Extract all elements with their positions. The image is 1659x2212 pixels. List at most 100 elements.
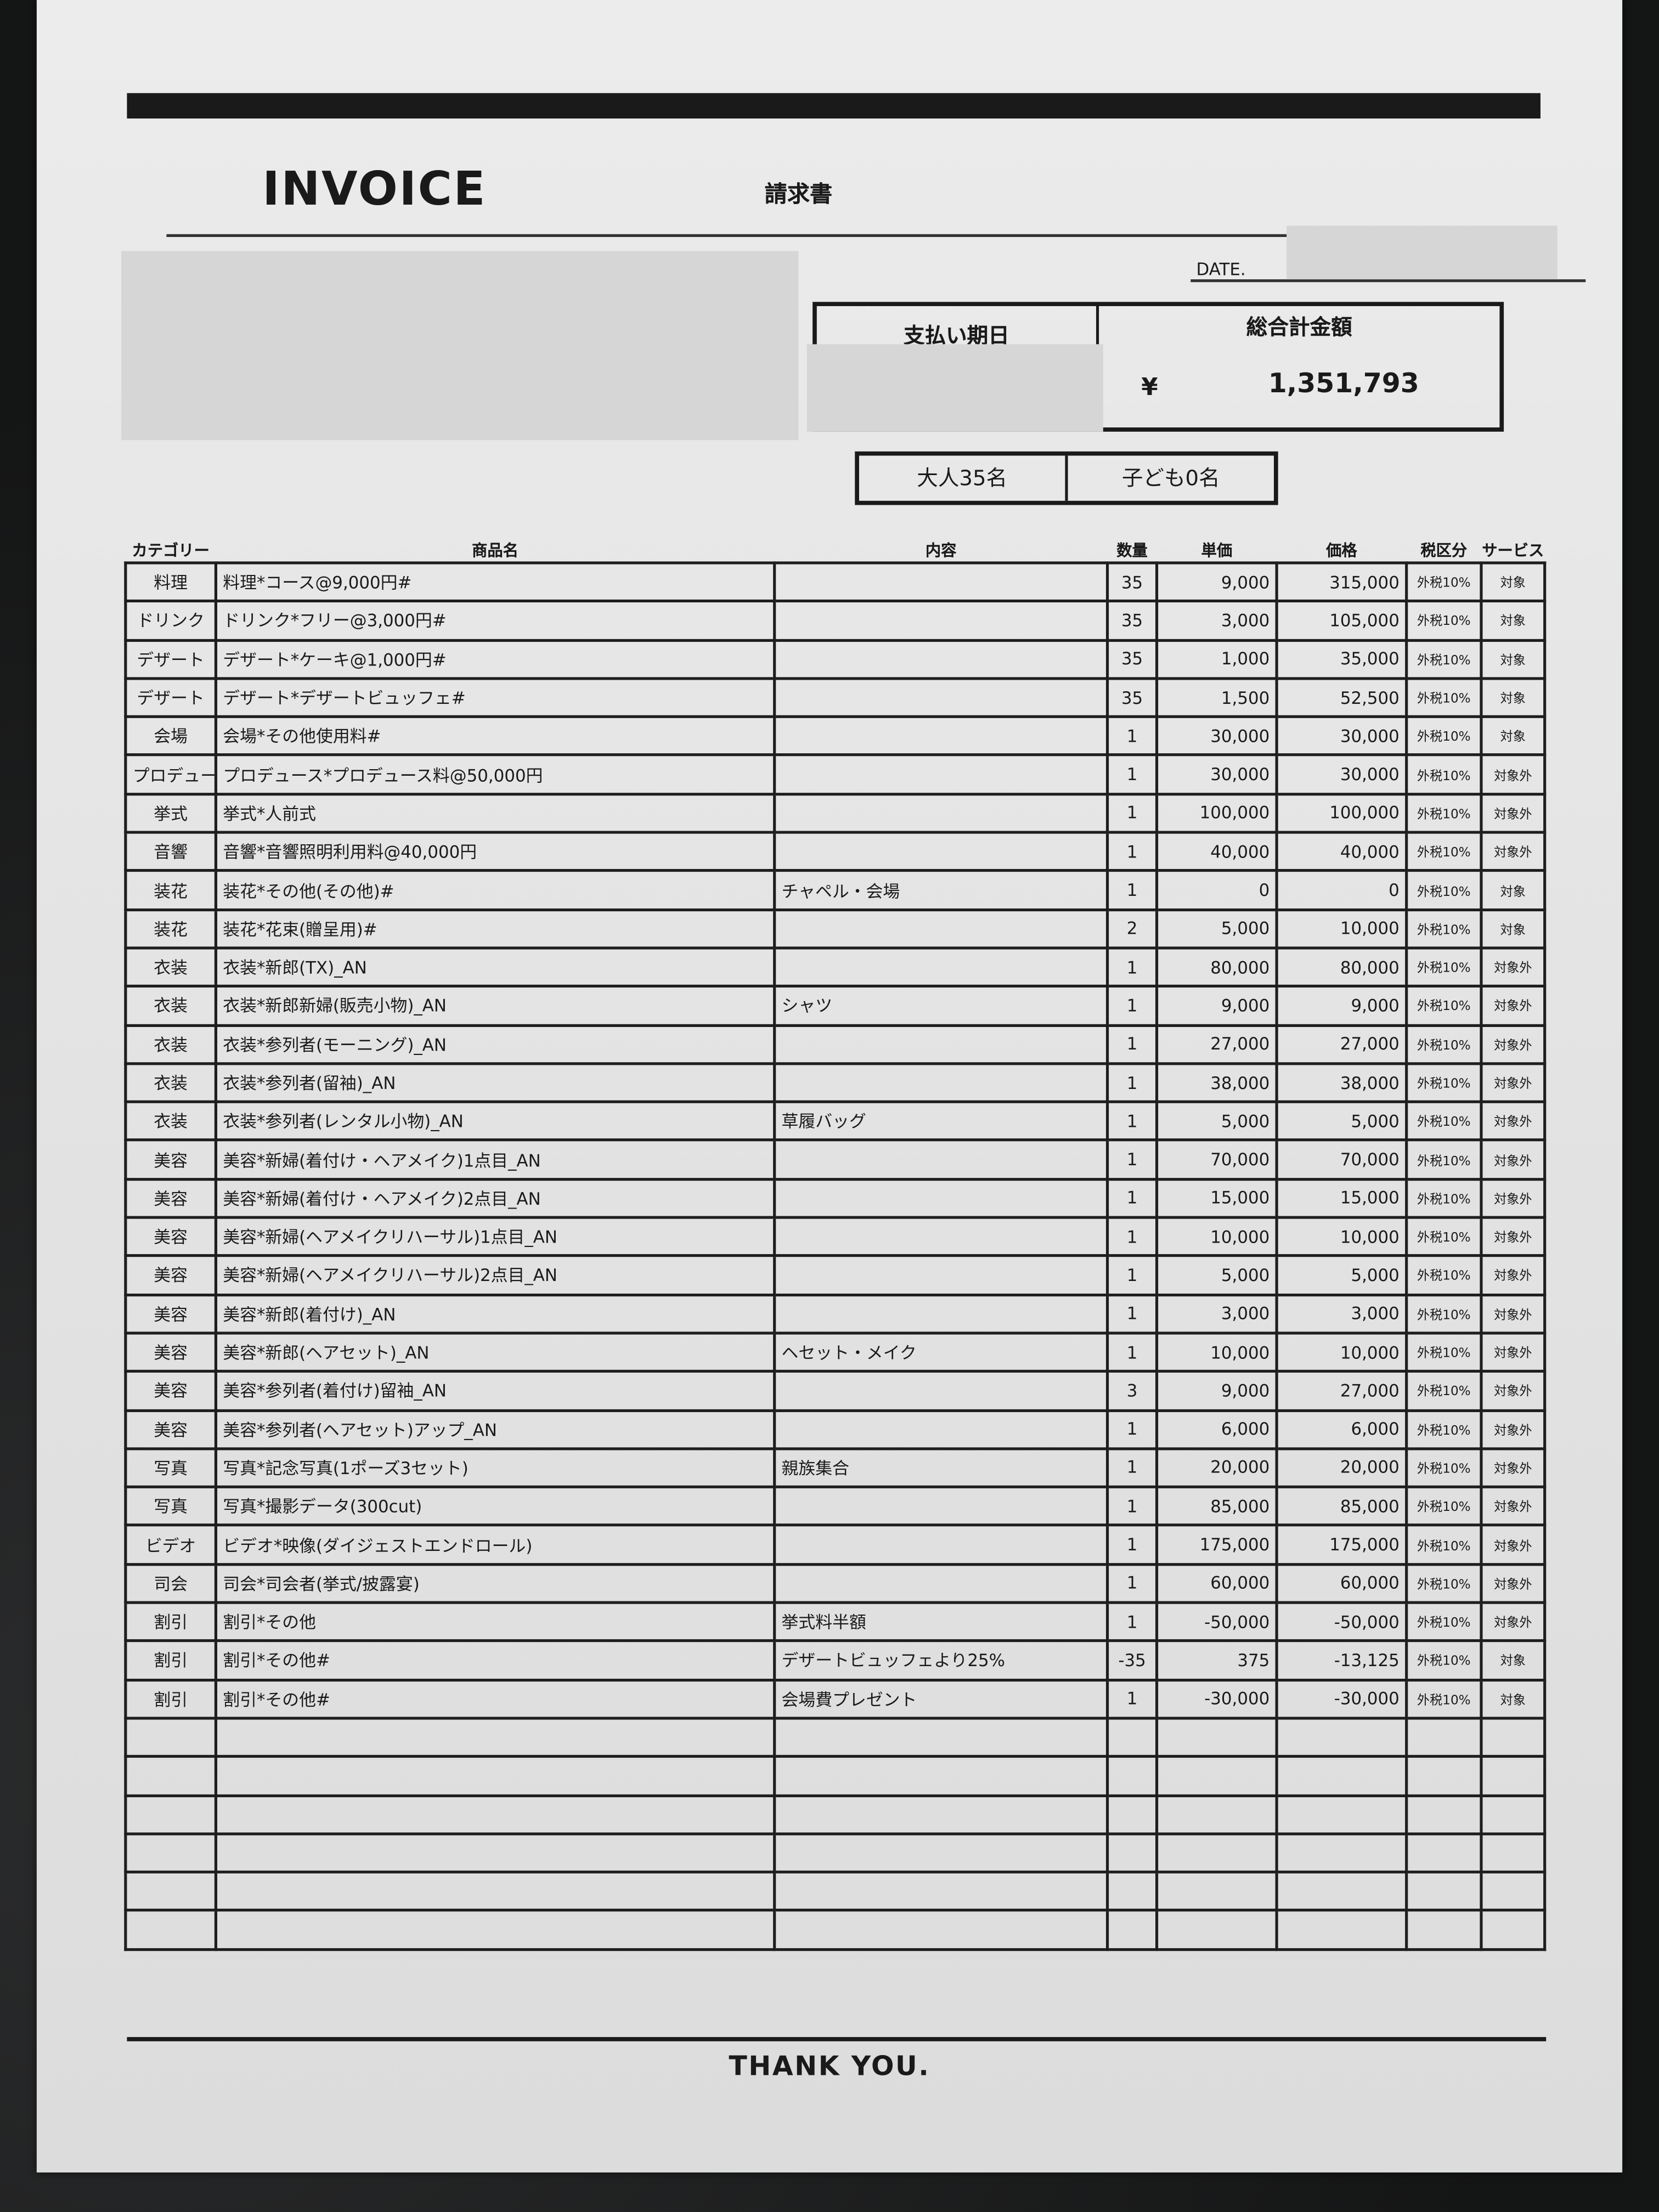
cell-unit-price: 15,000: [1155, 1177, 1278, 1219]
empty-cell: [1155, 1909, 1278, 1951]
cell-category: ドリンク: [124, 600, 217, 641]
cell-item-name: 衣装*参列者(レンタル小物)_AN: [214, 1101, 776, 1142]
cell-service: 対象: [1480, 869, 1547, 911]
cell-tax-class: 外税10%: [1405, 1370, 1483, 1412]
cell-quantity: 1: [1105, 1485, 1159, 1527]
empty-cell: [1275, 1793, 1408, 1835]
cell-tax-class: 外税10%: [1405, 1023, 1483, 1065]
empty-cell: [124, 1870, 217, 1912]
cell-category: 美容: [124, 1370, 217, 1412]
empty-cell: [1405, 1755, 1483, 1797]
cell-quantity: 1: [1105, 869, 1159, 911]
cell-price: 30,000: [1275, 715, 1408, 757]
date-underline: [1190, 279, 1586, 283]
empty-cell: [214, 1755, 776, 1797]
cell-unit-price: 38,000: [1155, 1062, 1278, 1104]
cell-item-name: 割引*その他#: [214, 1639, 776, 1681]
cell-item-name: デザート*ケーキ@1,000円#: [214, 638, 776, 680]
column-header-description: 内容: [925, 541, 957, 560]
column-header-service: サービス: [1482, 541, 1544, 560]
table-row: 写真 写真*記念写真(1ポーズ3セット) 親族集合 1 20,000 20,000 外税10…: [124, 1447, 1547, 1489]
cell-unit-price: 30,000: [1155, 715, 1278, 757]
cell-quantity: 35: [1105, 638, 1159, 680]
empty-cell: [1480, 1793, 1547, 1835]
cell-unit-price: -50,000: [1155, 1601, 1278, 1643]
cell-description: シャツ: [773, 985, 1109, 1026]
empty-cell: [1405, 1793, 1483, 1835]
cell-description: [773, 908, 1109, 950]
cell-description: 草履バッグ: [773, 1101, 1109, 1142]
cell-quantity: 1: [1105, 1678, 1159, 1720]
cell-service: 対象外: [1480, 1023, 1547, 1065]
cell-price: 30,000: [1275, 754, 1408, 795]
cell-tax-class: 外税10%: [1405, 754, 1483, 795]
empty-cell: [124, 1793, 217, 1835]
cell-item-name: ドリンク*フリー@3,000円#: [214, 600, 776, 641]
empty-cell: [1155, 1832, 1278, 1874]
cell-price: 40,000: [1275, 831, 1408, 873]
cell-price: 38,000: [1275, 1062, 1408, 1104]
table-row: 衣装 衣装*参列者(モーニング)_AN 1 27,000 27,000 外税10% 対象外: [124, 1023, 1547, 1065]
cell-tax-class: 外税10%: [1405, 1139, 1483, 1181]
empty-cell: [773, 1717, 1109, 1758]
redacted-date: [1286, 225, 1558, 280]
currency-symbol: ¥: [1141, 374, 1158, 402]
cell-category: 司会: [124, 1562, 217, 1604]
empty-cell: [1105, 1717, 1159, 1758]
cell-quantity: 1: [1105, 1408, 1159, 1450]
cell-service: 対象外: [1480, 1177, 1547, 1219]
cell-service: 対象外: [1480, 1485, 1547, 1527]
cell-price: -50,000: [1275, 1601, 1408, 1643]
cell-price: 85,000: [1275, 1485, 1408, 1527]
empty-cell: [214, 1909, 776, 1951]
child-count: 子ども0名: [1065, 455, 1274, 501]
cell-tax-class: 外税10%: [1405, 1601, 1483, 1643]
cell-service: 対象: [1480, 676, 1547, 719]
cell-unit-price: 5,000: [1155, 1254, 1278, 1296]
table-row: 美容 美容*新郎(着付け)_AN 1 3,000 3,000 外税10% 対象外: [124, 1293, 1547, 1335]
empty-cell: [1105, 1793, 1159, 1835]
redacted-due-date: [806, 344, 1103, 432]
cell-category: 装花: [124, 869, 217, 911]
empty-cell: [214, 1793, 776, 1835]
cell-description: [773, 1023, 1109, 1065]
cell-item-name: 装花*その他(その他)#: [214, 869, 776, 911]
cell-item-name: 衣装*新郎(TX)_AN: [214, 946, 776, 988]
cell-price: 6,000: [1275, 1408, 1408, 1450]
cell-service: 対象: [1480, 1639, 1547, 1681]
title-underline: [166, 234, 1295, 237]
cell-tax-class: 外税10%: [1405, 831, 1483, 873]
cell-item-name: 衣装*参列者(留袖)_AN: [214, 1062, 776, 1104]
cell-price: 100,000: [1275, 792, 1408, 834]
cell-service: 対象外: [1480, 1062, 1547, 1104]
empty-cell: [124, 1717, 217, 1758]
header-bar: [127, 93, 1541, 119]
cell-service: 対象: [1480, 638, 1547, 680]
cell-item-name: 美容*新婦(着付け・ヘアメイク)1点目_AN: [214, 1139, 776, 1181]
cell-tax-class: 外税10%: [1405, 792, 1483, 834]
empty-cell: [124, 1832, 217, 1874]
cell-service: 対象外: [1480, 1293, 1547, 1335]
table-row: プロデュースプロデュース*プロデュース料@50,000円130,00030,00…: [124, 754, 1547, 795]
cell-description: [773, 1370, 1109, 1412]
cell-item-name: デザート*デザートビュッフェ#: [214, 676, 776, 719]
cell-price: -30,000: [1275, 1678, 1408, 1720]
empty-cell: [773, 1909, 1109, 1951]
cell-price: 9,000: [1275, 985, 1408, 1026]
cell-service: 対象外: [1480, 985, 1547, 1026]
cell-category: 割引: [124, 1678, 217, 1720]
cell-item-name: 美容*参列者(着付け)留袖_AN: [214, 1370, 776, 1412]
cell-quantity: 1: [1105, 831, 1159, 873]
cell-price: 105,000: [1275, 600, 1408, 641]
cell-service: 対象外: [1480, 1370, 1547, 1412]
table-row: 装花 装花*花束(贈呈用)# 2 5,000 10,000 外税10% 対象: [124, 908, 1547, 950]
cell-quantity: 1: [1105, 1254, 1159, 1296]
column-header-category: カテゴリー: [132, 541, 210, 560]
empty-cell: [1480, 1832, 1547, 1874]
cell-price: 3,000: [1275, 1293, 1408, 1335]
cell-description: [773, 1562, 1109, 1604]
cell-item-name: 音響*音響照明利用料@40,000円: [214, 831, 776, 873]
cell-unit-price: -30,000: [1155, 1678, 1278, 1720]
cell-unit-price: 9,000: [1155, 985, 1278, 1026]
table-row: 美容 美容*参列者(着付け)留袖_AN 3 9,000 27,000 外税10% 対象外: [124, 1370, 1547, 1412]
